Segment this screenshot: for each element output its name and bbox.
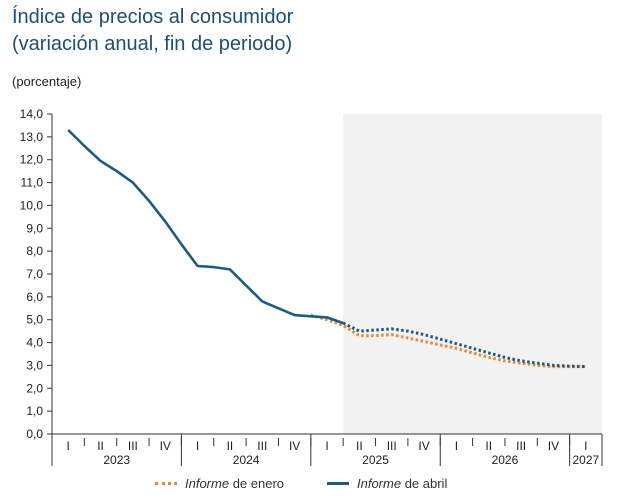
y-tick-label: 5,0 [26, 313, 43, 327]
x-quarter-label: II [356, 439, 363, 453]
x-quarter-label: II [227, 439, 234, 453]
legend-item-abril: Informe de abril [327, 476, 447, 491]
x-quarter-label: I [196, 439, 199, 453]
legend-label-enero-italic: Informe [185, 476, 230, 491]
y-tick-label: 11,0 [21, 176, 44, 190]
x-year-label: 2023 [103, 453, 130, 467]
cpi-line-chart: 0,0 1,0 2,0 3,0 4,0 5,0 6,0 7,0 8,0 9,0 10,0 11,0 12… [20, 107, 603, 467]
forecast-region [343, 114, 602, 434]
axes [47, 113, 603, 466]
series-lines [67, 129, 586, 369]
series-line-abril-solid [67, 129, 344, 325]
x-quarter-label: IV [160, 439, 171, 453]
x-year-label: 2026 [492, 453, 519, 467]
series-line-enero-dashed [310, 313, 586, 369]
x-quarter-label: III [128, 439, 138, 453]
x-quarter-label: III [257, 439, 267, 453]
x-quarter-label: III [516, 439, 526, 453]
x-year-label: 2027 [572, 453, 599, 467]
y-tick-label: 12,0 [20, 153, 44, 167]
y-tick-label: 8,0 [26, 244, 43, 258]
y-tick-label: 6,0 [26, 290, 43, 304]
x-quarter-label: I [584, 439, 587, 453]
series-line-abril-dashed [342, 321, 586, 369]
y-tick-label: 13,0 [20, 130, 44, 144]
x-quarter-label: IV [418, 439, 429, 453]
x-quarter-label: IV [289, 439, 300, 453]
x-quarter-label: II [485, 439, 492, 453]
x-quarter-label: I [67, 439, 70, 453]
legend-label-enero-rest: de enero [229, 476, 285, 491]
y-tick-label: 2,0 [26, 381, 43, 395]
y-axis-unit-label: (porcentaje) [12, 74, 82, 89]
y-tick-label: 10,0 [20, 198, 44, 212]
legend-label-abril-italic: Informe [357, 476, 402, 491]
x-year-label: 2024 [233, 453, 260, 467]
legend-swatch-enero [155, 482, 177, 485]
legend-label-abril-rest: de abril [401, 476, 448, 491]
x-quarter-label: IV [548, 439, 559, 453]
y-tick-label: 14,0 [20, 107, 44, 121]
chart-title: Índice de precios al consumidor (variaci… [12, 4, 293, 58]
x-quarter-label: II [97, 439, 104, 453]
y-tick-label: 7,0 [26, 267, 43, 281]
y-tick-label: 1,0 [26, 404, 43, 418]
y-tick-label: 4,0 [26, 336, 43, 350]
chart-title-line-2: (variación anual, fin de periodo) [12, 33, 293, 55]
y-tick-label: 3,0 [26, 358, 43, 372]
x-year-label: 2025 [362, 453, 389, 467]
y-tick-label: 0,0 [26, 427, 43, 441]
legend-item-enero: Informe de enero [155, 476, 284, 491]
legend: Informe de enero Informe de abril [0, 476, 618, 496]
legend-swatch-abril [327, 482, 349, 485]
y-tick-label: 9,0 [26, 221, 43, 235]
axis-labels: 0,0 1,0 2,0 3,0 4,0 5,0 6,0 7,0 8,0 9,0 10,0 11,0 12… [20, 107, 600, 467]
chart-title-line-1: Índice de precios al consumidor [12, 6, 294, 28]
x-quarter-label: I [455, 439, 458, 453]
x-quarter-label: I [325, 439, 328, 453]
x-quarter-label: III [387, 439, 397, 453]
